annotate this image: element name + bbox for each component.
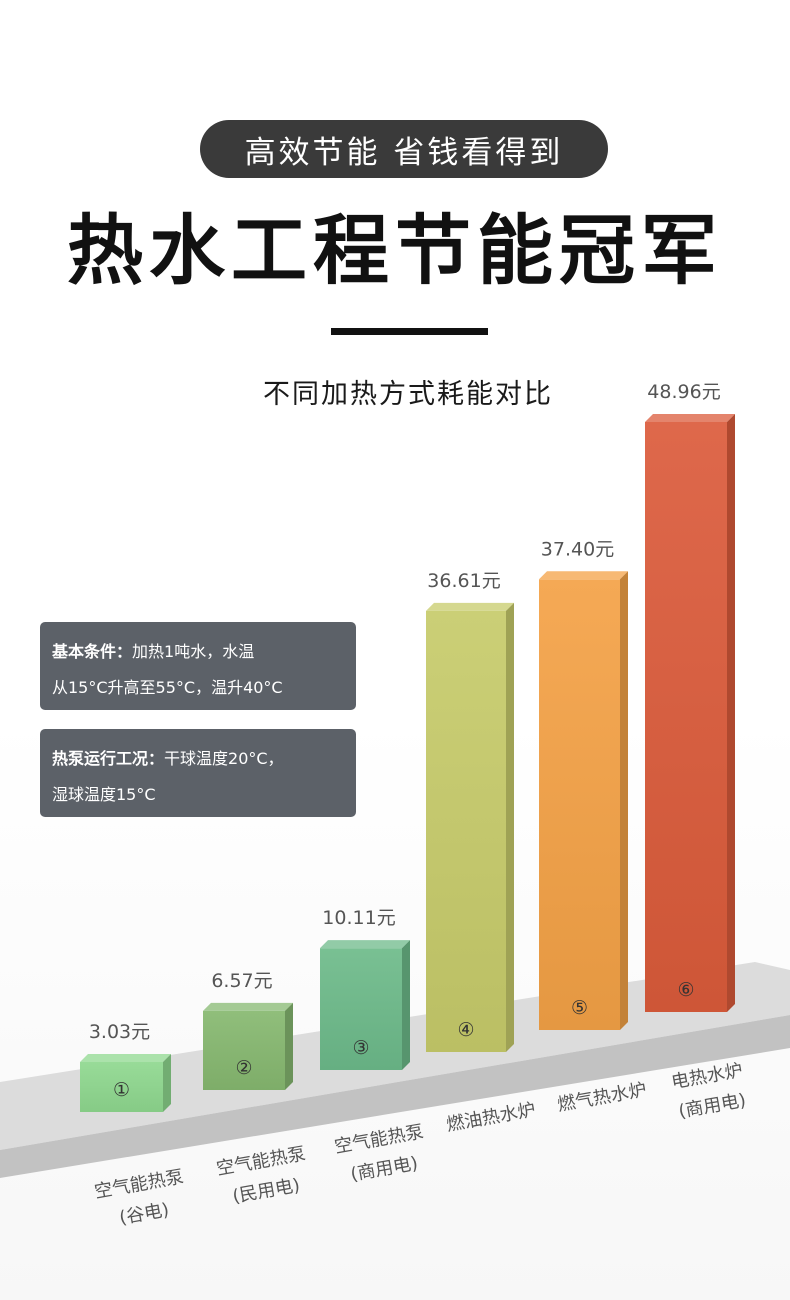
info-box-conditions-text1: 加热1吨水，水温 [132,642,255,661]
tagline-text: 高效节能 省钱看得到 [244,134,564,171]
info-box-heatpump-text1: 干球温度20°C， [164,749,284,768]
bar-1: ① 3.03元 [80,1021,171,1112]
category-label-5: 燃气热水炉 [556,1079,648,1115]
title-underline [331,328,488,335]
category-label-1: 空气能热泵(谷电) [93,1166,190,1232]
bar-2-front [203,1010,285,1090]
bar-2-side [285,1002,293,1090]
chart-title: 不同加热方式耗能对比 [263,379,553,410]
category-label-4: 燃油热水炉 [445,1099,537,1135]
platform-front [0,1015,790,1178]
bar-4-value-label: 36.61元 [427,570,500,592]
bar-3: ③ 10.11元 [320,907,410,1070]
bar-3-front [320,948,402,1070]
bar-2-value-label: 6.57元 [211,970,272,992]
bar-5-marker: ⑤ [571,997,588,1019]
bar-2: ② 6.57元 [203,970,293,1090]
bar-4-side [506,602,514,1052]
info-box-conditions-line2: 从15°C升高至55°C，温升40°C [52,678,283,697]
info-box-heatpump-line2: 湿球温度15°C [52,785,156,804]
bar-3-value-label: 10.11元 [322,907,395,929]
bar-3-marker: ③ [352,1037,369,1059]
tagline-pill: 高效节能 省钱看得到 [200,120,608,178]
bar-6-side [727,414,735,1012]
bar-5-top [539,571,628,580]
bar-1-side [163,1054,171,1112]
bar-1-front [80,1062,163,1112]
bar-3-top [320,940,410,949]
bar-4: ④ 36.61元 [426,570,514,1052]
bar-1-value-label: 3.03元 [89,1021,150,1043]
bar-6-front [645,422,727,1012]
bar-6-value-label: 48.96元 [647,381,720,403]
bar-2-top [203,1002,293,1011]
category-label-3: 空气能热泵(商用电) [333,1121,430,1187]
bar-6-marker: ⑥ [677,979,694,1001]
category-label-2: 空气能热泵(民用电) [215,1143,312,1209]
bar-5-front [539,579,620,1030]
info-box-conditions-line1: 基本条件：加热1吨水，水温 [52,634,344,670]
info-box-conditions: 基本条件：加热1吨水，水温 从15°C升高至55°C，温升40°C [40,622,356,710]
info-box-conditions-label: 基本条件： [52,642,133,661]
bar-4-front [426,610,506,1052]
info-box-heatpump-label: 热泵运行工况： [52,749,165,768]
headline: 热水工程节能冠军 [67,206,723,295]
bar-6: ⑥ 48.96元 [645,381,735,1012]
bar-5: ⑤ 37.40元 [539,538,628,1030]
info-box-heatpump-line1: 热泵运行工况：干球温度20°C， [52,741,344,777]
bar-4-marker: ④ [457,1019,474,1041]
bar-6-top [645,414,735,422]
bar-2-marker: ② [235,1057,252,1079]
bar-3-side [402,940,410,1070]
bar-1-top [80,1054,171,1062]
category-label-6: 电热水炉(商用电) [670,1060,750,1123]
bar-5-side [620,571,628,1030]
bar-5-value-label: 37.40元 [541,538,614,560]
bar-1-marker: ① [113,1079,130,1101]
bar-4-top [426,602,514,611]
info-box-heatpump: 热泵运行工况：干球温度20°C， 湿球温度15°C [40,729,356,817]
